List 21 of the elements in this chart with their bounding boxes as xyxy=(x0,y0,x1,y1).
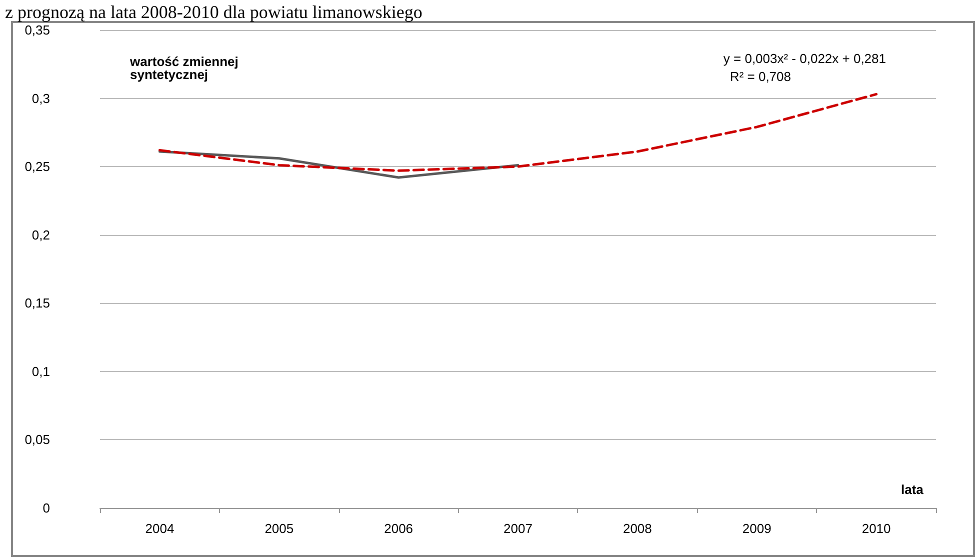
y-tick-label: 0,05 xyxy=(24,432,50,448)
y-tick-label: 0,35 xyxy=(24,22,50,38)
x-tick-label: 2009 xyxy=(742,521,772,536)
chart-subtitle: z prognozą na lata 2008-2010 dla powiatu limanowskiego xyxy=(5,2,422,22)
x-axis-title: lata xyxy=(901,482,924,497)
y-tick-label: 0,25 xyxy=(24,159,50,174)
x-tick-label: 2007 xyxy=(504,521,532,536)
y-tick-label: 0,1 xyxy=(32,364,50,379)
x-tick-label: 2004 xyxy=(145,521,174,536)
y-tick-label: 0 xyxy=(42,500,50,516)
annotation: wartość zmiennej syntetycznej xyxy=(129,54,242,82)
line-series xyxy=(158,92,878,172)
y-tick-label: 0,3 xyxy=(32,90,50,106)
x-tick-label: 2005 xyxy=(264,521,294,536)
annotation: R² = 0,708 xyxy=(730,69,792,84)
x-tick-label: 2008 xyxy=(622,521,652,536)
y-tick-label: 0,2 xyxy=(32,227,50,242)
x-tick-label: 2006 xyxy=(384,521,414,536)
x-tick-label: 2010 xyxy=(862,521,891,536)
y-tick-label: 0,15 xyxy=(24,296,50,311)
annotation: y = 0,003x² - 0,022x + 0,281 xyxy=(723,51,886,66)
